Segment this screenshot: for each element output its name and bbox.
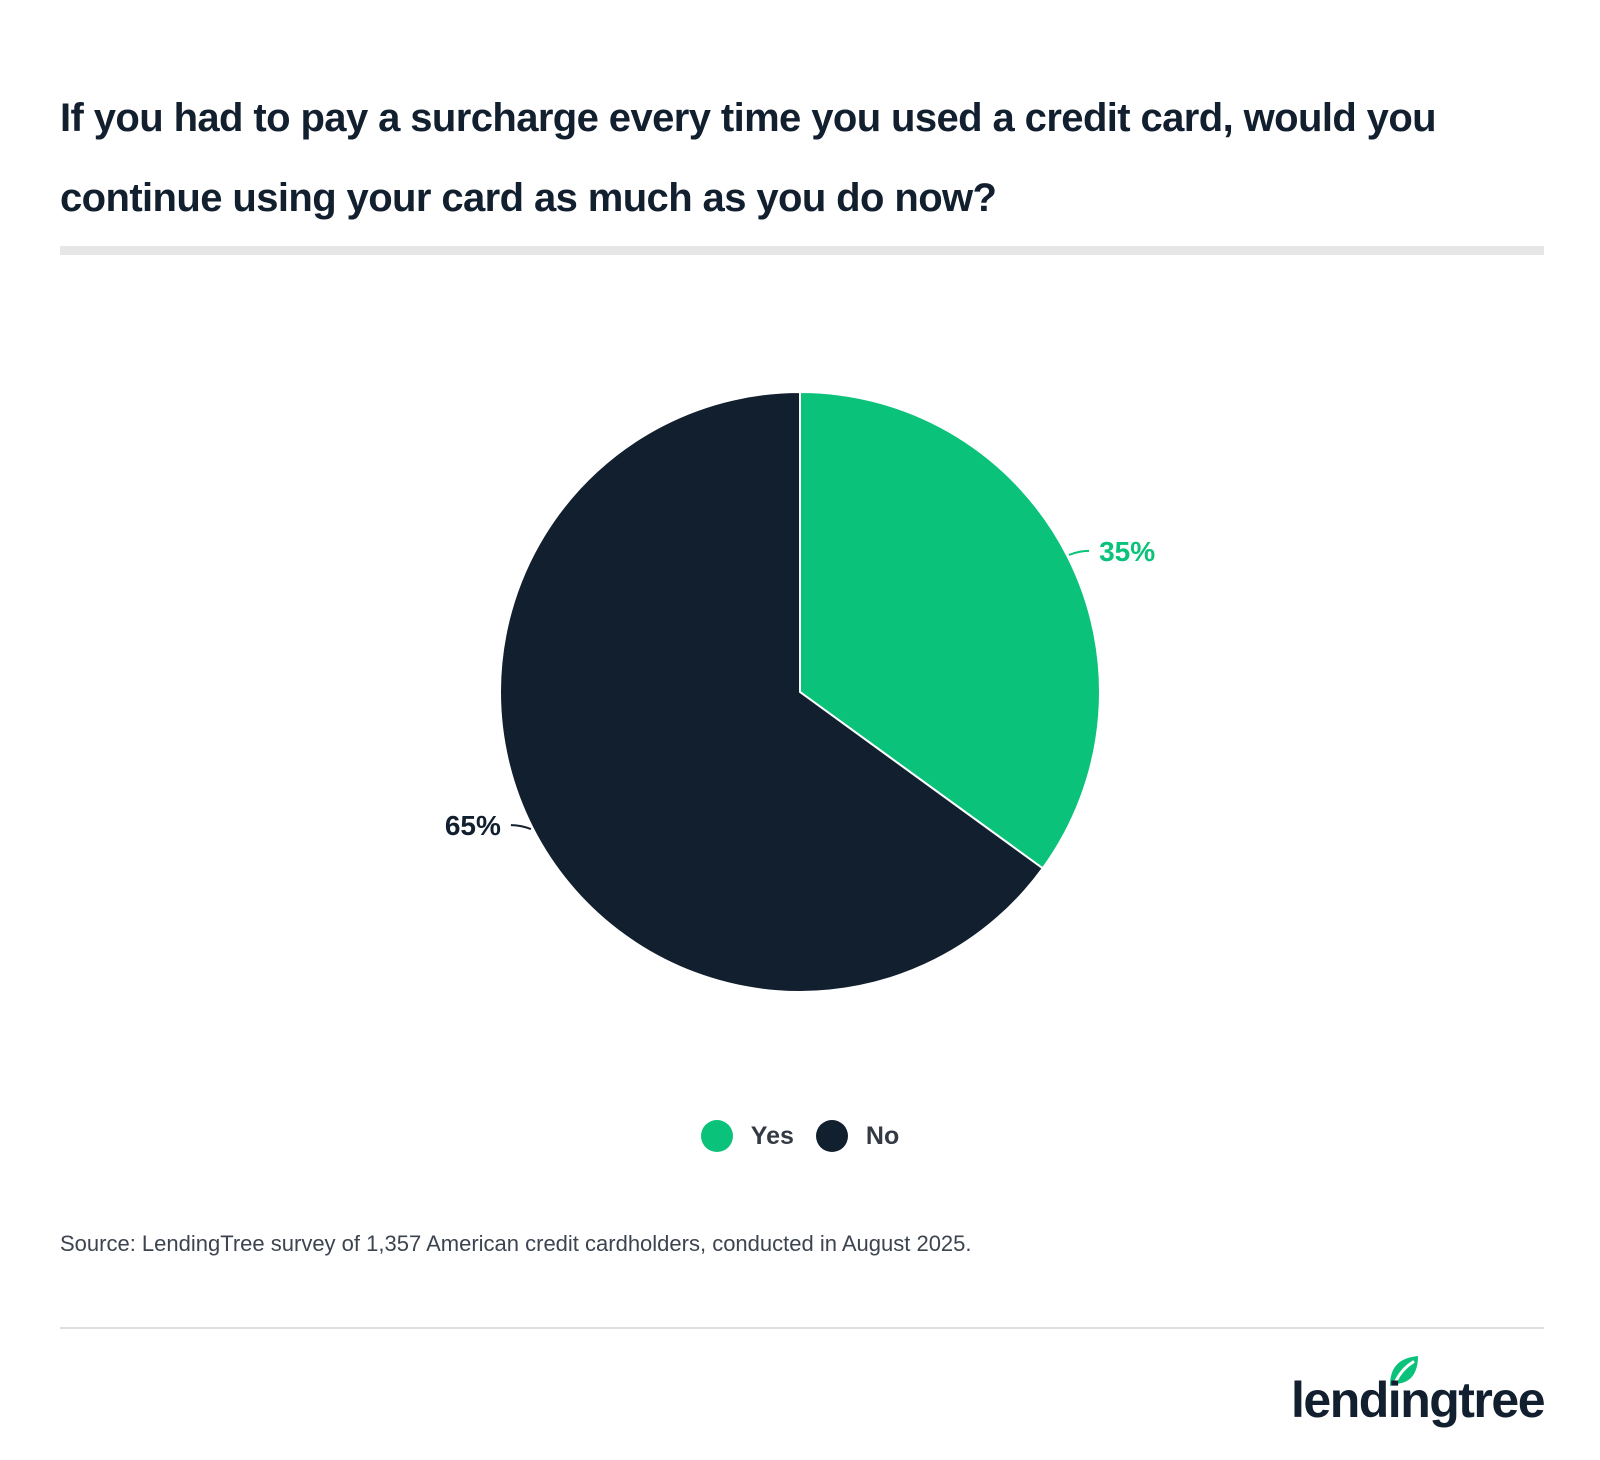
leader-line-yes	[1068, 549, 1090, 556]
logo-wordmark: lendingtree	[1291, 1372, 1545, 1428]
chart-title: If you had to pay a surcharge every time…	[60, 96, 1437, 220]
source-note: Source: LendingTree survey of 1,357 Amer…	[60, 1231, 972, 1256]
footer-divider	[60, 1327, 1544, 1329]
lendingtree-logo: lendingtree	[1274, 1354, 1546, 1438]
pie-slice-no[interactable]	[499, 390, 1045, 993]
legend-label-no: No	[865, 1121, 900, 1150]
data-label-no: 65%	[445, 810, 501, 841]
legend-item-no[interactable]: No	[815, 1120, 900, 1152]
leaf-icon	[1390, 1356, 1418, 1386]
pie-chart: 35% 65%	[445, 390, 1155, 993]
legend-label-yes: Yes	[750, 1121, 794, 1150]
pie-slice-yes[interactable]	[799, 390, 1101, 870]
leader-line-no	[510, 824, 532, 831]
legend-item-yes[interactable]: Yes	[700, 1120, 794, 1152]
data-label-yes: 35%	[1099, 536, 1155, 567]
legend-swatch-yes	[700, 1120, 733, 1152]
legend-swatch-no	[815, 1120, 848, 1152]
title-divider	[60, 246, 1544, 255]
chart-legend: Yes No	[0, 1120, 1600, 1152]
